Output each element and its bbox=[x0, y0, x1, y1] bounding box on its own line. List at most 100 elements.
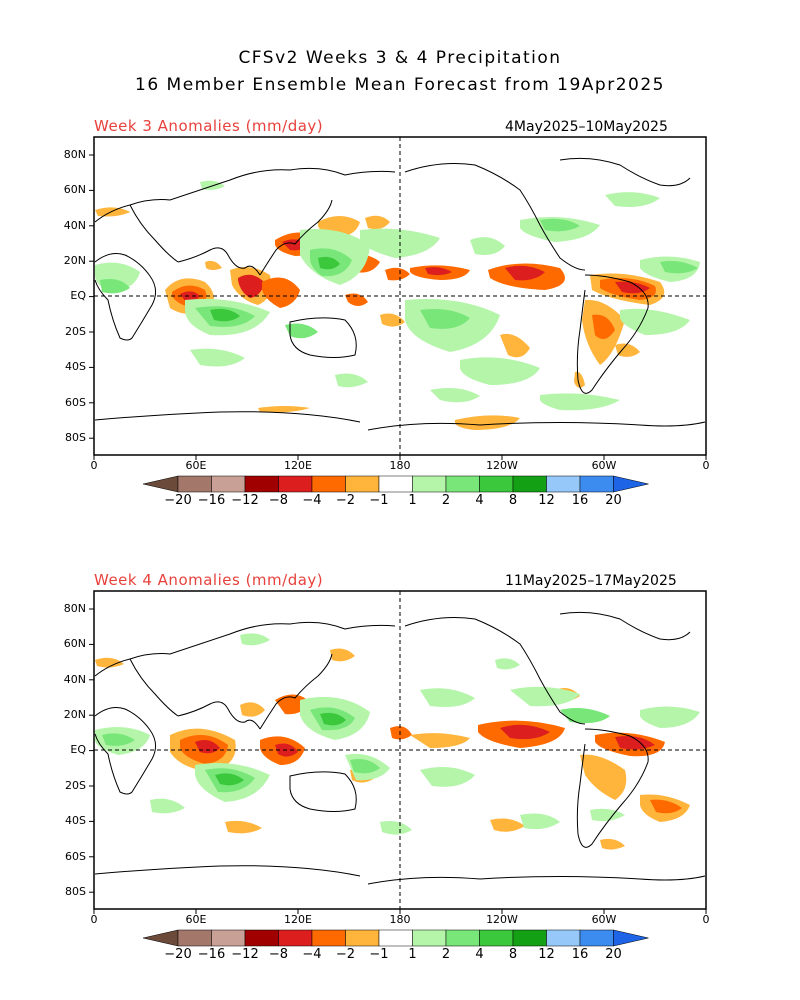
colorbar-swatch bbox=[546, 929, 581, 947]
colorbar-swatch bbox=[211, 475, 246, 493]
colorbar-arrow-right bbox=[613, 475, 649, 493]
lat-label-60s: 60S bbox=[65, 396, 86, 409]
colorbar-swatch bbox=[512, 929, 547, 947]
colorbar-swatch bbox=[278, 929, 313, 947]
lon-label-0: 0 bbox=[90, 459, 98, 472]
colorbar-swatch bbox=[345, 929, 380, 947]
colorbar-swatch bbox=[244, 475, 279, 493]
lat-label-40n: 40N bbox=[63, 219, 86, 232]
colorbar-label: −4 bbox=[302, 947, 322, 962]
title-line-2: 16 Member Ensemble Mean Forecast from 19… bbox=[135, 75, 665, 95]
lat-label-eq: EQ bbox=[70, 743, 86, 756]
lat-label-80n: 80N bbox=[63, 148, 86, 161]
lon-label-120w: 120W bbox=[486, 913, 518, 926]
colorbar-label: −2 bbox=[335, 947, 356, 962]
week4-colorbar bbox=[142, 929, 649, 947]
colorbar-swatch bbox=[244, 929, 279, 947]
week4-period: 11May2025–17May2025 bbox=[505, 573, 677, 589]
colorbar-swatch bbox=[378, 929, 413, 947]
colorbar-arrow-left bbox=[142, 929, 179, 947]
colorbar-swatch bbox=[177, 929, 212, 947]
lon-label-0: 0 bbox=[90, 913, 98, 926]
colorbar-label: −1 bbox=[369, 947, 389, 962]
week3-wet-anomalies bbox=[95, 180, 700, 411]
colorbar-label: −20 bbox=[164, 947, 192, 962]
colorbar-label: 20 bbox=[605, 493, 622, 508]
lon-label-120e: 120E bbox=[284, 913, 312, 926]
colorbar-label: 4 bbox=[475, 947, 484, 962]
week3-map bbox=[94, 137, 706, 455]
colorbar-swatch bbox=[579, 929, 614, 947]
colorbar-swatch bbox=[278, 475, 313, 493]
week3-anomalies-label: Week 3 Anomalies (mm/day) bbox=[94, 117, 324, 135]
lat-label-40s: 40S bbox=[65, 360, 86, 373]
week3-colorbar bbox=[142, 475, 649, 493]
colorbar-label: 16 bbox=[571, 493, 589, 508]
colorbar-swatch bbox=[546, 475, 581, 493]
colorbar-swatch bbox=[445, 475, 480, 493]
lon-label-120e: 120E bbox=[284, 459, 312, 472]
colorbar-label: −8 bbox=[268, 947, 289, 962]
colorbar-swatch bbox=[479, 929, 514, 947]
lat-label-80n: 80N bbox=[63, 602, 86, 615]
lon-label-60w: 60W bbox=[591, 913, 617, 926]
colorbar-swatch bbox=[345, 475, 380, 493]
week3-coastlines bbox=[94, 157, 706, 431]
colorbar-label: 12 bbox=[538, 493, 555, 508]
week4-wet-anomalies bbox=[95, 633, 700, 835]
colorbar-label: 16 bbox=[571, 947, 589, 962]
colorbar-label: 12 bbox=[538, 947, 555, 962]
colorbar-swatch bbox=[211, 929, 246, 947]
colorbar-swatch bbox=[579, 475, 614, 493]
colorbar-label: −16 bbox=[197, 493, 226, 508]
lat-label-20s: 20S bbox=[65, 779, 86, 792]
lon-label-0-end: 0 bbox=[702, 913, 710, 926]
colorbar-swatch bbox=[378, 475, 413, 493]
colorbar-label: 20 bbox=[605, 947, 622, 962]
colorbar-swatch bbox=[412, 929, 447, 947]
lon-label-60w: 60W bbox=[591, 459, 617, 472]
colorbar-swatch bbox=[311, 475, 346, 493]
colorbar-label: −8 bbox=[268, 493, 289, 508]
lon-label-60e: 60E bbox=[185, 913, 207, 926]
lat-label-60n: 60N bbox=[63, 637, 86, 650]
lat-label-60n: 60N bbox=[63, 183, 86, 196]
lon-label-0-end: 0 bbox=[702, 459, 710, 472]
week4-anomalies-label: Week 4 Anomalies (mm/day) bbox=[94, 571, 324, 589]
colorbar-label: 8 bbox=[508, 493, 518, 508]
colorbar-label: −20 bbox=[164, 493, 192, 508]
title-line-1: CFSv2 Weeks 3 & 4 Precipitation bbox=[238, 48, 562, 68]
colorbar-label: −16 bbox=[197, 947, 226, 962]
colorbar-label: 4 bbox=[475, 493, 484, 508]
colorbar-label: 2 bbox=[441, 493, 451, 508]
lon-label-120w: 120W bbox=[486, 459, 518, 472]
colorbar-label: 8 bbox=[508, 947, 518, 962]
week4-coastlines bbox=[94, 611, 706, 885]
lat-label-60s: 60S bbox=[65, 850, 86, 863]
colorbar-swatch bbox=[412, 475, 447, 493]
colorbar-swatch bbox=[177, 475, 212, 493]
colorbar-label: −2 bbox=[335, 493, 356, 508]
lat-label-80s: 80S bbox=[65, 885, 86, 898]
week4-map bbox=[94, 591, 706, 909]
colorbar-label: −1 bbox=[369, 493, 389, 508]
lat-label-20n: 20N bbox=[63, 254, 86, 267]
colorbar-label: −4 bbox=[302, 493, 322, 508]
lat-label-20s: 20S bbox=[65, 325, 86, 338]
colorbar-label: 1 bbox=[408, 947, 417, 962]
axis-ticks bbox=[89, 154, 707, 914]
lat-label-eq: EQ bbox=[70, 289, 86, 302]
colorbar-arrow-right bbox=[613, 929, 649, 947]
lat-label-40s: 40S bbox=[65, 814, 86, 827]
colorbar-swatch bbox=[479, 475, 514, 493]
colorbar-label: 1 bbox=[408, 493, 417, 508]
colorbar-label: 2 bbox=[441, 947, 451, 962]
colorbar-label: −12 bbox=[231, 493, 259, 508]
lat-label-20n: 20N bbox=[63, 708, 86, 721]
colorbar-swatch bbox=[311, 929, 346, 947]
lon-label-60e: 60E bbox=[185, 459, 207, 472]
lat-label-80s: 80S bbox=[65, 431, 86, 444]
lon-label-180: 180 bbox=[389, 459, 411, 472]
colorbar-swatch bbox=[445, 929, 480, 947]
